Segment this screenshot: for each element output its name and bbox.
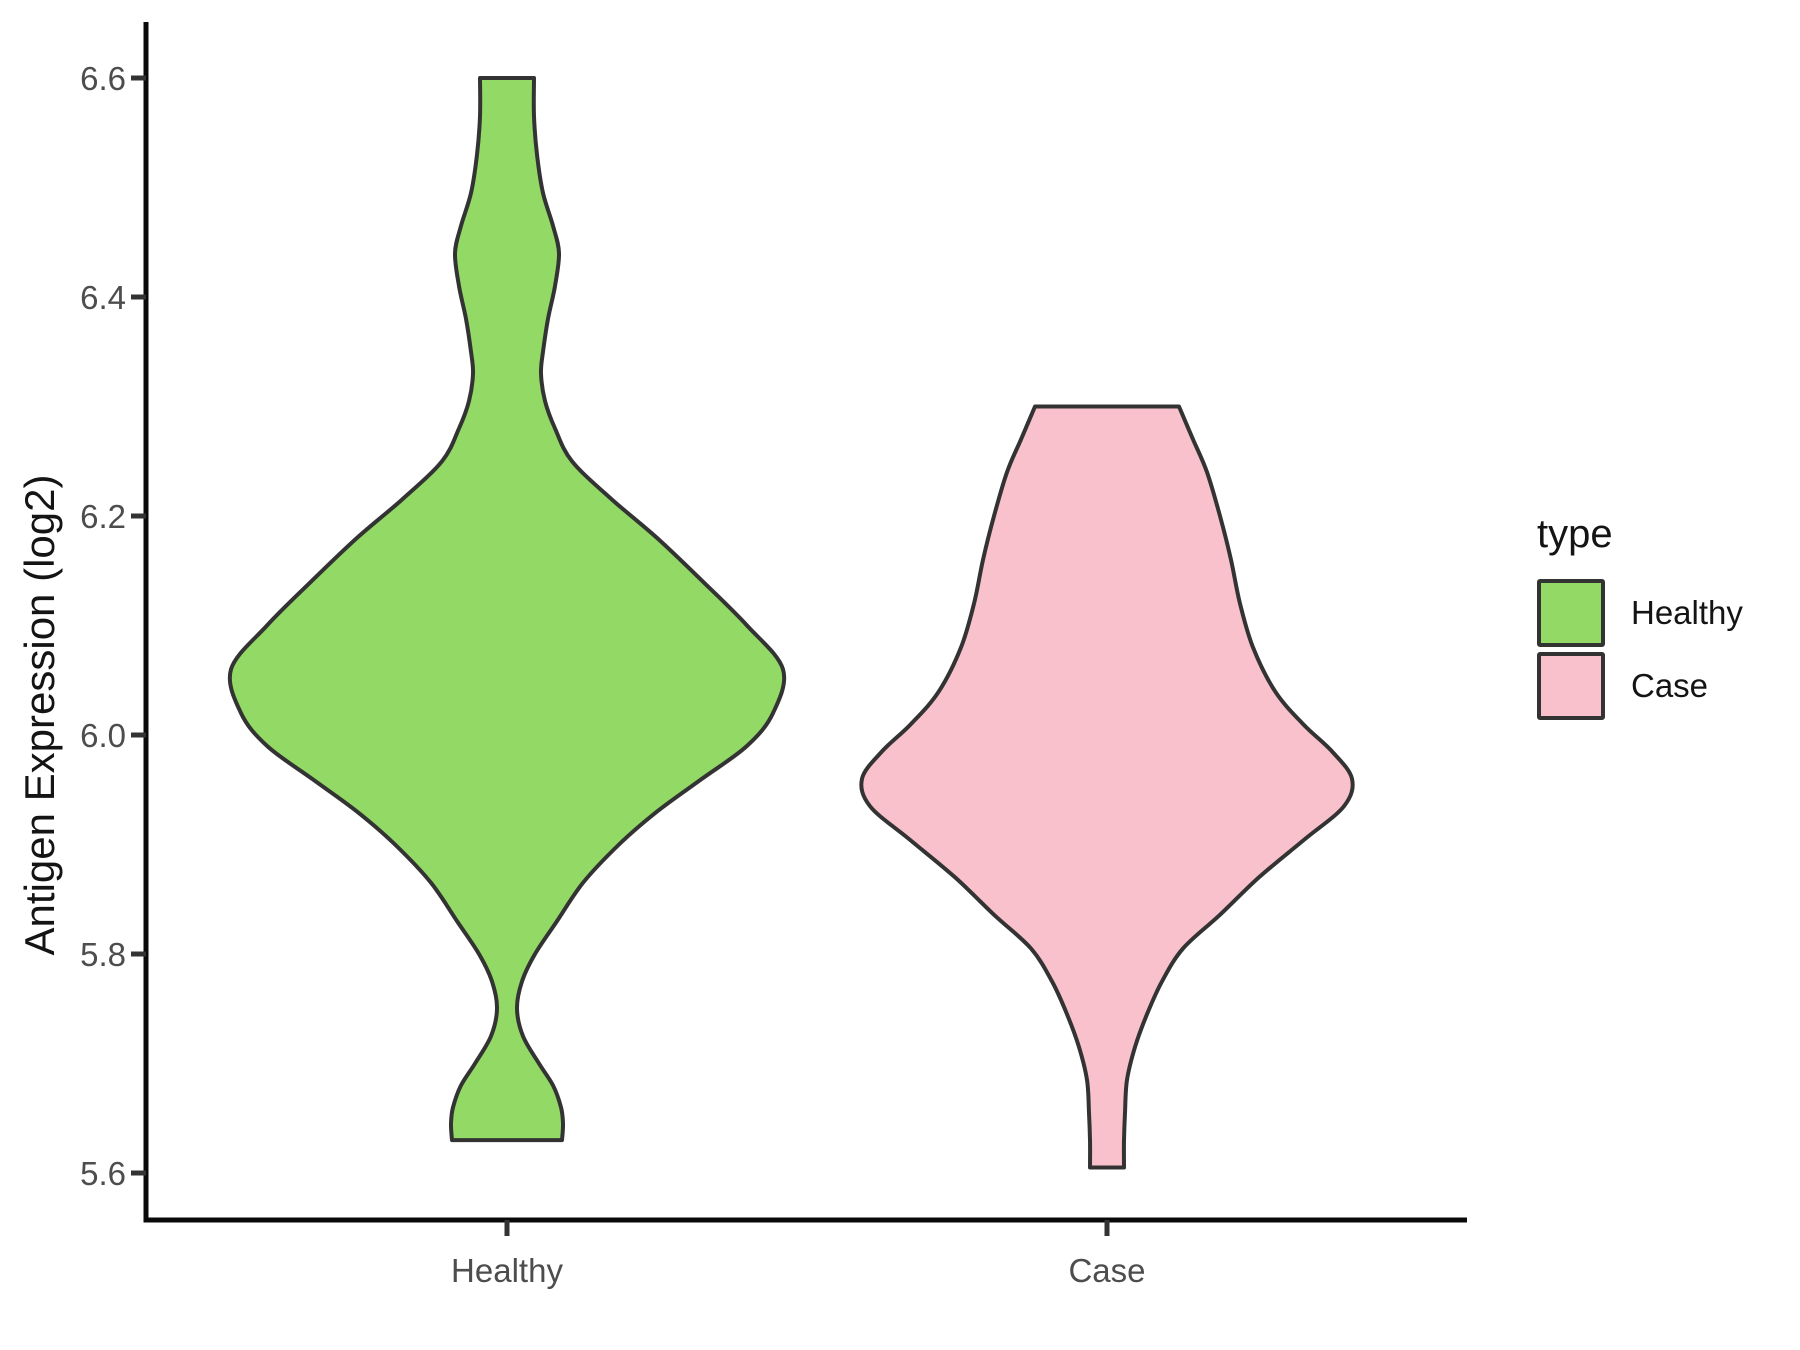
x-tick-label-healthy: Healthy xyxy=(451,1252,563,1289)
legend-swatch-healthy xyxy=(1537,579,1605,647)
y-tick-label: 5.6 xyxy=(80,1155,126,1192)
legend-items: Healthy Case xyxy=(1537,579,1743,720)
legend-title: type xyxy=(1537,512,1613,556)
violin-healthy xyxy=(227,76,787,1143)
legend-item-healthy: Healthy xyxy=(1537,579,1743,647)
legend-label: Case xyxy=(1631,667,1709,704)
violin-case xyxy=(859,404,1355,1170)
y-tick-label: 6.0 xyxy=(80,717,126,754)
y-axis-title: Antigen Expression (log2) xyxy=(16,474,63,956)
x-tick-label-case: Case xyxy=(1068,1252,1145,1289)
legend-swatch-case xyxy=(1537,652,1605,720)
legend-item-case: Case xyxy=(1537,652,1743,720)
y-tick-label: 6.2 xyxy=(80,498,126,535)
y-tick-label: 5.8 xyxy=(80,936,126,973)
y-tick-label: 6.4 xyxy=(80,279,126,316)
y-tick-label: 6.6 xyxy=(80,60,126,97)
legend-label: Healthy xyxy=(1631,594,1743,631)
legend: type Healthy Case xyxy=(1537,512,1743,725)
